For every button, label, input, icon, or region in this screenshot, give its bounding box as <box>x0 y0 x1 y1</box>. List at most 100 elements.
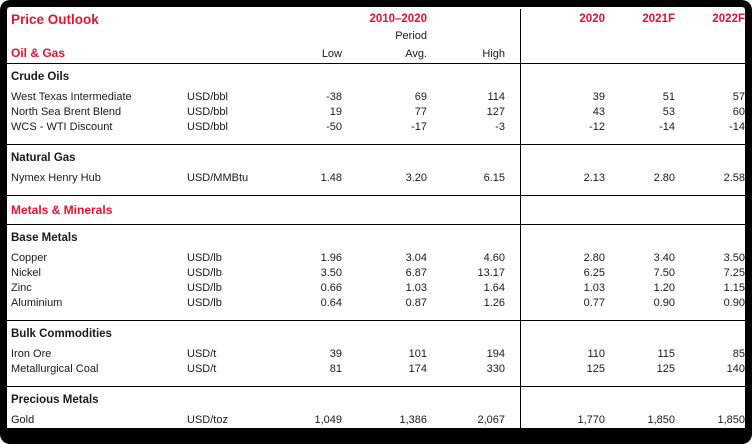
value-2020: 0.77 <box>583 297 605 309</box>
value-2020: 125 <box>586 363 605 375</box>
table-row: Aluminium USD/lb 0.64 0.87 1.26 0.77 0.9… <box>7 296 745 311</box>
value-low: 1,049 <box>314 414 342 426</box>
subsection-label-base-metals: Base Metals <box>11 232 78 244</box>
precious-metals-block: Precious Metals Gold USD/toz 1,049 1,386… <box>7 387 745 428</box>
table-row: Zinc USD/lb 0.66 1.03 1.64 1.03 1.20 1.1… <box>7 281 745 296</box>
value-low: 19 <box>329 106 342 118</box>
section-label-oil-gas: Oil & Gas <box>11 46 66 60</box>
spacer-cell <box>675 28 745 45</box>
value-2022f: 57 <box>732 91 745 103</box>
period-label: Period <box>395 30 427 42</box>
subsection-label-natural-gas: Natural Gas <box>11 152 76 164</box>
value-2020: -12 <box>589 121 605 133</box>
table-row: Metallurgical Coal USD/t 81 174 330 125 … <box>7 362 745 377</box>
unit-cell: USD/bbl <box>187 121 228 133</box>
value-2020: 1,770 <box>577 414 605 426</box>
commodity-name: Iron Ore <box>11 348 52 360</box>
base-metals-block: Base Metals Copper USD/lb 1.96 3.04 4.60… <box>7 225 745 321</box>
spacer-cell <box>427 28 505 45</box>
period-group-header: 2010–2020 <box>369 13 427 25</box>
value-2021f: 51 <box>662 91 675 103</box>
unit-cell: USD/t <box>187 348 217 360</box>
section-label-metals-minerals: Metals & Minerals <box>11 203 113 217</box>
header-row-sub: Oil & Gas Low Avg. High <box>7 45 745 63</box>
value-low: 0.64 <box>320 297 342 309</box>
header-row-top: Price Outlook 2010–2020 2020 2021F 2022F <box>7 11 745 28</box>
value-avg: 101 <box>408 348 427 360</box>
spacer-cell <box>675 45 745 63</box>
unit-cell: USD/lb <box>187 252 222 264</box>
col-header-2021f: 2021F <box>642 13 675 25</box>
value-2020: 2.80 <box>583 252 605 264</box>
value-high: 194 <box>486 348 505 360</box>
commodity-name: West Texas Intermediate <box>11 91 132 103</box>
commodity-name: Nickel <box>11 267 41 279</box>
value-high: 6.15 <box>483 172 505 184</box>
col-header-low: Low <box>321 48 342 60</box>
value-avg: 1,386 <box>399 414 427 426</box>
unit-cell: USD/lb <box>187 282 222 294</box>
page-title: Price Outlook <box>11 12 99 27</box>
value-high: 4.60 <box>483 252 505 264</box>
value-high: 1.64 <box>483 282 505 294</box>
unit-cell: USD/MMBtu <box>187 172 249 184</box>
value-low: 0.66 <box>320 282 342 294</box>
value-2022f: 3.50 <box>723 252 745 264</box>
value-2022f: 1.15 <box>723 282 745 294</box>
table-row: Copper USD/lb 1.96 3.04 4.60 2.80 3.40 3… <box>7 251 745 266</box>
value-low: 81 <box>329 363 342 375</box>
commodity-name: Copper <box>11 252 48 264</box>
value-2022f: 85 <box>732 348 745 360</box>
natural-gas-block: Natural Gas Nymex Henry Hub USD/MMBtu 1.… <box>7 145 745 196</box>
value-avg: 6.87 <box>405 267 427 279</box>
table-row: Nickel USD/lb 3.50 6.87 13.17 6.25 7.50 … <box>7 266 745 281</box>
col-header-avg: Avg. <box>405 48 427 60</box>
value-high: 2,067 <box>477 414 505 426</box>
unit-cell: USD/bbl <box>187 106 228 118</box>
commodity-name: Metallurgical Coal <box>11 363 99 375</box>
table-row: Iron Ore USD/t 39 101 194 110 115 85 <box>7 347 745 362</box>
table-row: Nymex Henry Hub USD/MMBtu 1.48 3.20 6.15… <box>7 171 745 186</box>
table-row: WCS - WTI Discount USD/bbl -50 -17 -3 -1… <box>7 120 745 135</box>
value-2020: 1.03 <box>583 282 605 294</box>
value-2021f: -14 <box>659 121 675 133</box>
value-avg: -17 <box>411 121 427 133</box>
value-avg: 3.04 <box>405 252 427 264</box>
subsection-label-crude-oils: Crude Oils <box>11 71 70 83</box>
table-row: Gold USD/toz 1,049 1,386 2,067 1,770 1,8… <box>7 413 745 428</box>
value-high: 330 <box>486 363 505 375</box>
value-high: 1.26 <box>483 297 505 309</box>
value-high: -3 <box>495 121 505 133</box>
value-2022f: -14 <box>729 121 745 133</box>
spacer-cell <box>605 45 675 63</box>
crude-oils-block: Crude Oils West Texas Intermediate USD/b… <box>7 64 745 145</box>
value-low: 1.48 <box>320 172 342 184</box>
commodity-name: North Sea Brent Blend <box>11 106 122 118</box>
value-2020: 43 <box>592 106 605 118</box>
commodity-name: WCS - WTI Discount <box>11 121 113 133</box>
commodity-name: Zinc <box>11 282 32 294</box>
value-2021f: 1,850 <box>647 414 675 426</box>
value-high: 114 <box>487 91 505 103</box>
value-2020: 110 <box>587 348 605 360</box>
value-avg: 0.87 <box>405 297 427 309</box>
spacer-cell <box>427 11 505 28</box>
value-low: 1.96 <box>320 252 342 264</box>
value-avg: 174 <box>408 363 427 375</box>
unit-cell: USD/bbl <box>187 91 228 103</box>
value-avg: 77 <box>414 106 427 118</box>
value-2020: 39 <box>592 91 605 103</box>
value-avg: 3.20 <box>405 172 427 184</box>
commodity-name: Nymex Henry Hub <box>11 172 101 184</box>
forecast-divider-line <box>520 9 521 428</box>
table-row: North Sea Brent Blend USD/bbl 19 77 127 … <box>7 105 745 120</box>
spacer-cell <box>7 28 267 45</box>
value-2021f: 115 <box>657 348 675 360</box>
table-body: Price Outlook 2010–2020 2020 2021F 2022F… <box>7 7 745 428</box>
unit-cell: USD/lb <box>187 267 222 279</box>
value-2022f: 0.90 <box>723 297 745 309</box>
spacer-cell <box>605 28 675 45</box>
metals-minerals-header-block: Metals & Minerals <box>7 196 745 225</box>
subsection-label-precious-metals: Precious Metals <box>11 394 99 406</box>
